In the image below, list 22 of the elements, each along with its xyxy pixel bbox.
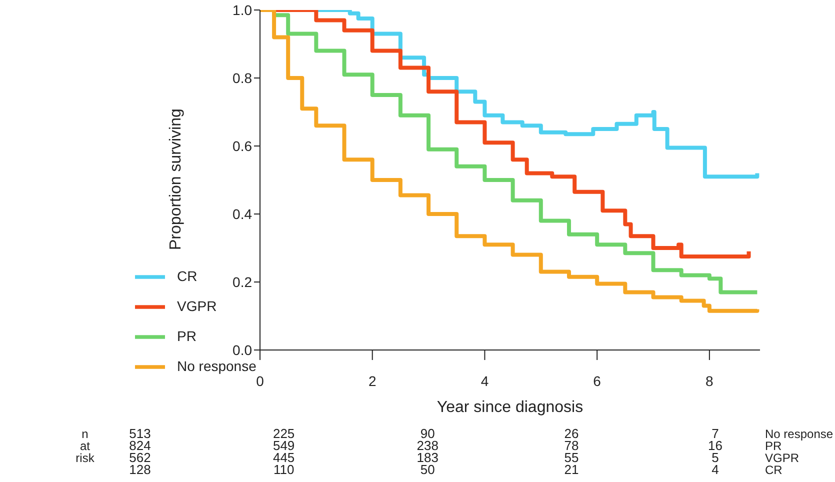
y-axis-title: Proportion surviving bbox=[168, 108, 185, 250]
text: 824 549 238 78 16 PR bbox=[129, 438, 782, 453]
y-tick-label: 0.0 bbox=[232, 342, 252, 358]
x-tick-label: 6 bbox=[593, 372, 602, 389]
y-tick-label: 0.8 bbox=[232, 70, 252, 86]
legend-label: No response bbox=[177, 358, 256, 374]
y-tick-label: 0.6 bbox=[232, 138, 252, 154]
y-tick-label: 0.2 bbox=[232, 274, 252, 290]
text: 562 445 183 55 5 VGPR bbox=[129, 450, 800, 465]
x-tick-label: 4 bbox=[480, 372, 489, 389]
legend-label: CR bbox=[177, 268, 198, 284]
text: 128 110 50 21 4 CR bbox=[129, 462, 782, 477]
text: n at risk bbox=[74, 427, 96, 465]
x-tick-label: 8 bbox=[706, 372, 714, 389]
y-tick-label: 0.4 bbox=[232, 206, 252, 222]
legend-label: VGPR bbox=[177, 298, 217, 314]
x-axis-title: Year since diagnosis bbox=[436, 399, 584, 416]
x-tick-label: 0 bbox=[256, 372, 264, 389]
legend-label: PR bbox=[177, 328, 196, 344]
x-tick-label: 2 bbox=[368, 372, 376, 389]
y-tick-label: 1.0 bbox=[232, 2, 252, 18]
text: 513 225 90 26 7 No response bbox=[129, 426, 834, 441]
